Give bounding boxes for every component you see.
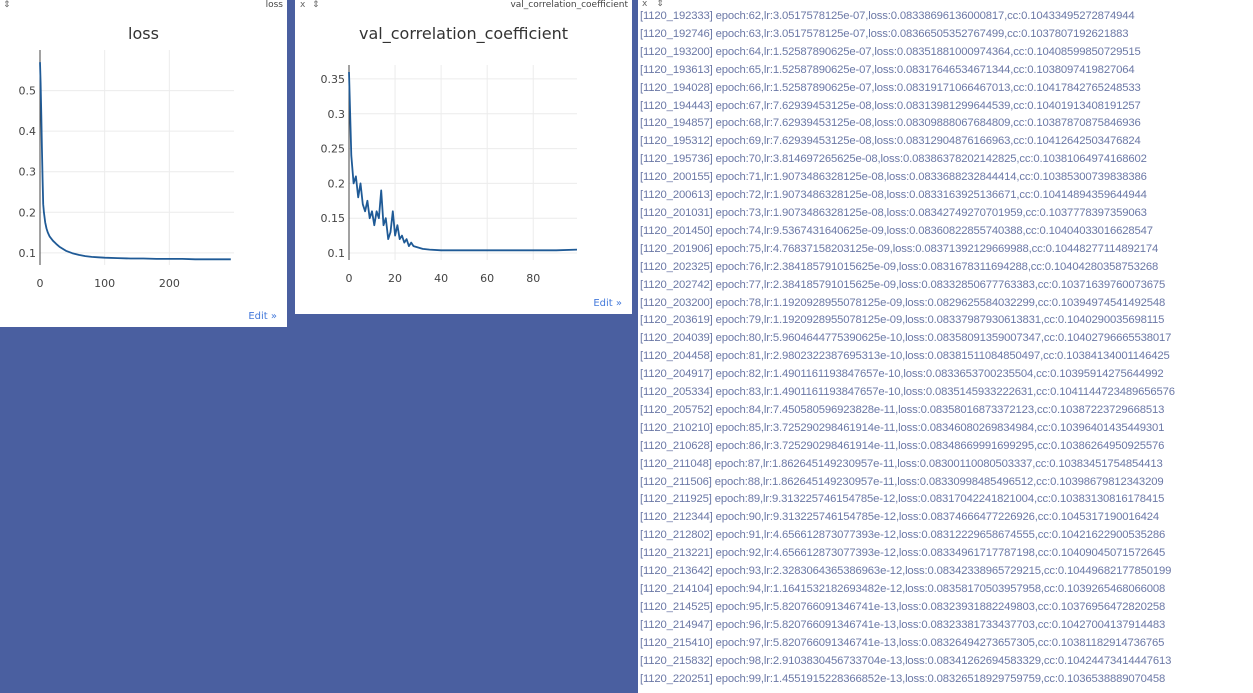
- val-cc-chart: 0.1 0.15 0.2 0.25 0.3 0.35 0 20 40 60 80: [321, 65, 578, 285]
- y-tick-label: 0.15: [321, 212, 346, 225]
- y-tick-label: 0.3: [328, 108, 346, 121]
- pane-bar-title: val_correlation_coefficient: [510, 0, 628, 10]
- x-tick-label: 200: [159, 277, 180, 290]
- x-tick-label: 100: [94, 277, 115, 290]
- close-icon[interactable]: x: [300, 0, 306, 10]
- log-line: [1120_194028] epoch:66,lr:1.52587890625e…: [640, 81, 1141, 94]
- val-cc-pane: x ⇕ val_correlation_coefficient val_corr…: [295, 0, 632, 314]
- series-line: [348, 71, 578, 252]
- log-lines: [1120_192333] epoch:62,lr:3.0517578125e-…: [638, 8, 1253, 688]
- x-tick-label: 0: [346, 272, 353, 285]
- x-tick-label: 60: [480, 272, 494, 285]
- log-line: [1120_211048] epoch:87,lr:1.862645149230…: [640, 457, 1163, 470]
- log-line: [1120_220251] epoch:99,lr:1.455191522836…: [640, 672, 1166, 685]
- val-cc-pane-bar: x ⇕ val_correlation_coefficient: [295, 0, 632, 12]
- x-tick-label: 80: [526, 272, 540, 285]
- log-line: [1120_193613] epoch:65,lr:1.52587890625e…: [640, 63, 1135, 76]
- log-line: [1120_213642] epoch:93,lr:2.328306436538…: [640, 565, 1172, 578]
- log-pane-bar: x ⇕: [642, 0, 664, 9]
- log-line: [1120_214104] epoch:94,lr:1.164153218269…: [640, 583, 1166, 595]
- log-line: [1120_211506] epoch:88,lr:1.862645149230…: [640, 475, 1164, 488]
- log-line: [1120_214947] epoch:96,lr:5.820766091346…: [640, 618, 1166, 631]
- y-tick-label: 0.2: [328, 177, 346, 190]
- edit-link[interactable]: Edit »: [248, 311, 277, 322]
- loss-pane-bar: x ⇕ loss: [0, 0, 287, 12]
- log-line: [1120_203619] epoch:79,lr:1.192092895507…: [640, 314, 1165, 327]
- log-line: [1120_202325] epoch:76,lr:2.384185791015…: [640, 260, 1159, 273]
- log-line: [1120_205752] epoch:84,lr:7.450580596923…: [640, 403, 1165, 416]
- log-line: [1120_200155] epoch:71,lr:1.907348632812…: [640, 171, 1147, 184]
- log-line: [1120_193200] epoch:64,lr:1.52587890625e…: [640, 45, 1141, 58]
- y-tick-label: 0.5: [19, 85, 37, 98]
- log-line: [1120_204458] epoch:81,lr:2.980232238769…: [640, 350, 1170, 363]
- log-line: [1120_214525] epoch:95,lr:5.820766091346…: [640, 600, 1166, 613]
- log-line: [1120_215832] epoch:98,lr:2.910383045673…: [640, 654, 1172, 667]
- x-tick-label: 40: [434, 272, 448, 285]
- log-line: [1120_210210] epoch:85,lr:3.725290298461…: [640, 421, 1165, 434]
- log-line: [1120_203200] epoch:78,lr:1.192092895507…: [640, 296, 1166, 309]
- log-line: [1120_212802] epoch:91,lr:4.656612873077…: [640, 529, 1166, 542]
- log-pane: x ⇕ [1120_192333] epoch:62,lr:3.05175781…: [638, 0, 1253, 693]
- log-line: [1120_212344] epoch:90,lr:9.313225746154…: [640, 511, 1160, 524]
- chart-title: loss: [128, 24, 159, 43]
- y-tick-label: 0.1: [328, 247, 346, 260]
- y-tick-label: 0.25: [321, 143, 346, 156]
- log-line: [1120_195312] epoch:69,lr:7.62939453125e…: [640, 135, 1141, 148]
- log-line: [1120_201906] epoch:75,lr:4.768371582031…: [640, 242, 1159, 255]
- drag-handle-icon[interactable]: ⇕: [3, 0, 11, 10]
- close-icon[interactable]: x: [642, 0, 648, 9]
- log-line: [1120_195736] epoch:70,lr:3.814697265625…: [640, 153, 1147, 166]
- x-tick-label: 0: [37, 277, 44, 290]
- log-line: [1120_211925] epoch:89,lr:9.313225746154…: [640, 493, 1165, 506]
- log-line: [1120_201031] epoch:73,lr:1.907348632812…: [640, 206, 1147, 219]
- y-tick-label: 0.2: [19, 206, 37, 219]
- log-line: [1120_200613] epoch:72,lr:1.907348632812…: [640, 189, 1147, 202]
- log-line: [1120_192746] epoch:63,lr:3.0517578125e-…: [640, 27, 1129, 40]
- log-line: [1120_210628] epoch:86,lr:3.725290298461…: [640, 439, 1165, 452]
- log-line: [1120_194443] epoch:67,lr:7.62939453125e…: [640, 99, 1141, 112]
- y-tick-label: 0.35: [321, 73, 346, 86]
- log-line: [1120_202742] epoch:77,lr:2.384185791015…: [640, 278, 1166, 291]
- y-tick-label: 0.4: [19, 125, 37, 138]
- drag-handle-icon[interactable]: ⇕: [312, 0, 320, 10]
- chart-title: val_correlation_coefficient: [359, 24, 568, 43]
- log-line: [1120_194857] epoch:68,lr:7.62939453125e…: [640, 117, 1141, 130]
- drag-handle-icon[interactable]: ⇕: [656, 0, 664, 9]
- loss-chart: 0.1 0.2 0.3 0.4 0.5 0 100 200: [19, 50, 234, 290]
- log-line: [1120_201450] epoch:74,lr:9.536743164062…: [640, 224, 1153, 237]
- log-line: [1120_192333] epoch:62,lr:3.0517578125e-…: [640, 10, 1135, 22]
- log-line: [1120_205334] epoch:83,lr:1.490116119384…: [640, 386, 1175, 399]
- series-line: [39, 62, 231, 261]
- y-tick-label: 0.3: [19, 166, 37, 179]
- loss-pane: x ⇕ loss loss 0.1 0.2 0.3 0.4 0.5 0 100 200 Edi…: [0, 0, 287, 327]
- log-line: [1120_213221] epoch:92,lr:4.656612873077…: [640, 547, 1166, 560]
- pane-bar-title: loss: [265, 0, 283, 10]
- y-tick-label: 0.1: [19, 247, 37, 260]
- edit-link[interactable]: Edit »: [593, 298, 622, 309]
- x-tick-label: 20: [388, 272, 402, 285]
- log-line: [1120_204917] epoch:82,lr:1.490116119384…: [640, 368, 1164, 381]
- log-line: [1120_204039] epoch:80,lr:5.960464477539…: [640, 332, 1172, 345]
- log-line: [1120_215410] epoch:97,lr:5.820766091346…: [640, 636, 1165, 649]
